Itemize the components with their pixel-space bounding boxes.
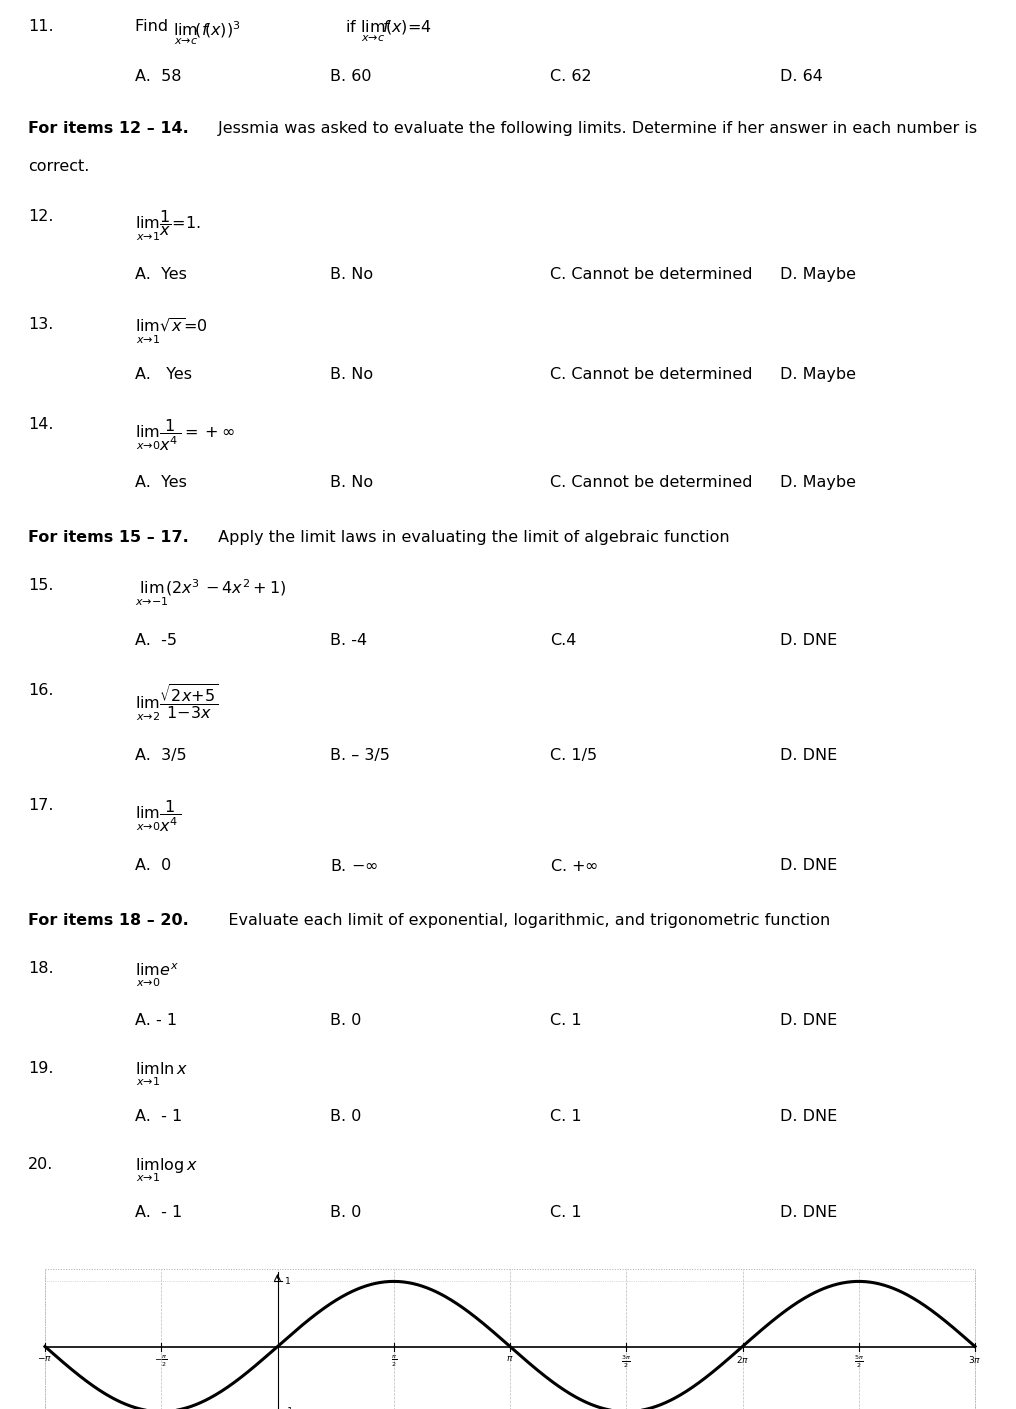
Text: B. No: B. No [330,266,373,282]
Text: correct.: correct. [28,159,89,173]
Text: A.  58: A. 58 [135,69,182,85]
Text: A.   Yes: A. Yes [135,366,192,382]
Text: For items 15 – 17.: For items 15 – 17. [28,530,189,545]
Text: A.  - 1: A. - 1 [135,1205,182,1220]
Text: C. Cannot be determined: C. Cannot be determined [550,266,753,282]
Text: A.  - 1: A. - 1 [135,1109,182,1124]
Text: A.  Yes: A. Yes [135,266,187,282]
Text: D. 64: D. 64 [780,69,823,85]
Text: D. Maybe: D. Maybe [780,475,856,490]
Text: $\lim_{x \to 0}\dfrac{1}{x^4}=+\infty$: $\lim_{x \to 0}\dfrac{1}{x^4}=+\infty$ [135,417,235,452]
Text: $\lim_{x \to c}\!\left(f\!\left(x\right)\right)^3$: $\lim_{x \to c}\!\left(f\!\left(x\right)… [173,18,241,46]
Text: A.  3/5: A. 3/5 [135,748,187,764]
Text: C. 1: C. 1 [550,1205,581,1220]
Text: 15.: 15. [28,578,54,593]
Text: C. Cannot be determined: C. Cannot be determined [550,366,753,382]
Text: B. 0: B. 0 [330,1013,362,1029]
Text: 1: 1 [284,1277,291,1286]
Text: 14.: 14. [28,417,54,433]
Text: $\frac{\pi}{2}$: $\frac{\pi}{2}$ [391,1354,397,1368]
Text: $\frac{3\pi}{2}$: $\frac{3\pi}{2}$ [622,1354,631,1370]
Text: $\pi$: $\pi$ [506,1354,514,1363]
Text: Apply the limit laws in evaluating the limit of algebraic function: Apply the limit laws in evaluating the l… [213,530,729,545]
Text: $\lim_{x \to 0}e^x$: $\lim_{x \to 0}e^x$ [135,961,179,989]
Text: A. - 1: A. - 1 [135,1013,177,1029]
Text: D. DNE: D. DNE [780,748,837,764]
Text: B. – 3/5: B. – 3/5 [330,748,390,764]
Text: D. DNE: D. DNE [780,858,837,874]
Text: D. DNE: D. DNE [780,633,837,648]
Text: 20.: 20. [28,1157,54,1172]
Text: B. $-\infty$: B. $-\infty$ [330,858,378,874]
Text: C. 62: C. 62 [550,69,591,85]
Text: D. DNE: D. DNE [780,1205,837,1220]
Text: B. 0: B. 0 [330,1205,362,1220]
Text: D. DNE: D. DNE [780,1109,837,1124]
Text: B. 60: B. 60 [330,69,372,85]
Text: $-\pi$: $-\pi$ [38,1354,53,1363]
Text: A.  0: A. 0 [135,858,172,874]
Text: $\lim_{x \to 1}\dfrac{1}{x}=1.$: $\lim_{x \to 1}\dfrac{1}{x}=1.$ [135,209,200,244]
Text: C. 1: C. 1 [550,1109,581,1124]
Text: C.4: C.4 [550,633,576,648]
Text: For items 12 – 14.: For items 12 – 14. [28,121,189,137]
Text: $\lim_{x \to 1}\log x$: $\lim_{x \to 1}\log x$ [135,1157,198,1185]
Text: $2\pi$: $2\pi$ [736,1354,749,1364]
Text: $\frac{5\pi}{2}$: $\frac{5\pi}{2}$ [853,1354,864,1370]
Text: $\lim_{x \to 1}\ln x$: $\lim_{x \to 1}\ln x$ [135,1061,188,1088]
Text: $3\pi$: $3\pi$ [968,1354,981,1364]
Text: Evaluate each limit of exponential, logarithmic, and trigonometric function: Evaluate each limit of exponential, loga… [213,913,830,929]
Text: B. No: B. No [330,475,373,490]
Text: A.  Yes: A. Yes [135,475,187,490]
Text: 11.: 11. [28,18,54,34]
Text: 12.: 12. [28,209,54,224]
Text: C. $+\infty$: C. $+\infty$ [550,858,598,874]
Text: 19.: 19. [28,1061,54,1076]
Text: $\lim_{x \to 2}\dfrac{\sqrt{2x+5}}{1-3x}$: $\lim_{x \to 2}\dfrac{\sqrt{2x+5}}{1-3x}… [135,683,218,723]
Text: C. 1/5: C. 1/5 [550,748,597,764]
Text: $\lim_{x \to 0}\dfrac{1}{x^4}$: $\lim_{x \to 0}\dfrac{1}{x^4}$ [135,797,182,834]
Text: $-\frac{\pi}{2}$: $-\frac{\pi}{2}$ [154,1354,168,1368]
Text: B. 0: B. 0 [330,1109,362,1124]
Text: B. -4: B. -4 [330,633,367,648]
Text: D. DNE: D. DNE [780,1013,837,1029]
Text: D. Maybe: D. Maybe [780,266,856,282]
Text: B. No: B. No [330,366,373,382]
Text: 18.: 18. [28,961,54,976]
Text: 16.: 16. [28,683,54,697]
Text: A.  -5: A. -5 [135,633,177,648]
Text: For items 18 – 20.: For items 18 – 20. [28,913,189,929]
Text: if $\lim_{x \to c}\!f\!\left(x\right)=4$: if $\lim_{x \to c}\!f\!\left(x\right)=4$ [345,18,432,44]
Text: D. Maybe: D. Maybe [780,366,856,382]
Text: 13.: 13. [28,317,54,333]
Text: 17.: 17. [28,797,54,813]
Text: -1: -1 [284,1408,294,1409]
Text: Find: Find [135,18,174,34]
Text: C. 1: C. 1 [550,1013,581,1029]
Text: C. Cannot be determined: C. Cannot be determined [550,475,753,490]
Text: Jessmia was asked to evaluate the following limits. Determine if her answer in e: Jessmia was asked to evaluate the follow… [213,121,977,137]
Text: $\lim_{x \to 1}\sqrt{x}=0$: $\lim_{x \to 1}\sqrt{x}=0$ [135,317,207,347]
Text: $\lim_{x \to -1}\!\left(2x^3-4x^2+1\right)$: $\lim_{x \to -1}\!\left(2x^3-4x^2+1\righ… [135,578,287,609]
